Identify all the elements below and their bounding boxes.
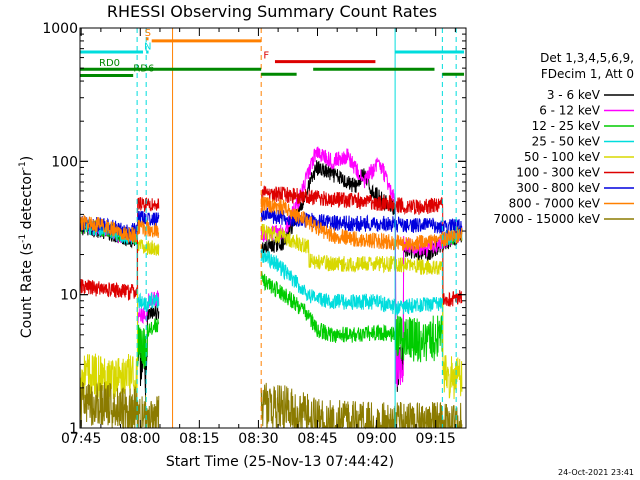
- series-3-6-kev-post: [260, 160, 463, 392]
- series-12-25-kev-post: [260, 225, 463, 363]
- axis-ticks: [80, 27, 466, 429]
- legend-label-300-800-kev: 300 - 800 keV: [516, 181, 600, 195]
- legend-label-800-7000-kev: 800 - 7000 keV: [509, 197, 601, 211]
- y-axis-label-sup2: -1: [18, 161, 28, 170]
- y-axis-label-main: Count Rate (s: [19, 243, 35, 338]
- state-label-rd6: RD6: [133, 64, 154, 75]
- series-25-50-kev-post: [260, 227, 463, 316]
- plot-series: [79, 146, 463, 430]
- y-axis-label-tail: detector: [19, 170, 35, 234]
- plot-markers: [136, 28, 457, 428]
- legend-label-12-25-kev: 12 - 25 keV: [532, 119, 601, 133]
- series-800-7000-kev-post: [260, 196, 463, 252]
- state-label-rd0: RD0: [99, 58, 120, 69]
- legend: Det 1,3,4,5,6,9, FDecim 1, Att 0 3 - 6 k…: [493, 51, 634, 226]
- plot-frame: [79, 27, 467, 429]
- y-tick-label: 10: [60, 288, 78, 304]
- series-7000-15000-kev-pre: [79, 381, 160, 430]
- x-tick-label: 08:00: [120, 431, 160, 447]
- state-label-n: N: [144, 41, 151, 52]
- legend-label-7000-15000-kev: 7000 - 15000 keV: [493, 212, 600, 226]
- legend-label-25-50-kev: 25 - 50 keV: [532, 135, 601, 149]
- chart-title: RHESSI Observing Summary Count Rates: [107, 2, 437, 21]
- legend-label-3-6-kev: 3 - 6 keV: [547, 88, 601, 102]
- svg-text:Count Rate (s-1 detector-1): Count Rate (s-1 detector-1): [18, 156, 35, 338]
- y-axis-label-group: Count Rate (s-1 detector-1): [18, 156, 35, 338]
- state-label-f: F: [263, 51, 269, 62]
- legend-label-50-100-kev: 50 - 100 keV: [524, 150, 601, 164]
- x-tick-labels: 07:45 08:00 08:15 08:30 08:45 09:00 09:15: [61, 431, 456, 447]
- legend-label-100-300-kev: 100 - 300 keV: [516, 166, 600, 180]
- legend-label-6-12-kev: 6 - 12 keV: [539, 104, 601, 118]
- series-300-800-kev-post: [260, 206, 463, 237]
- x-tick-label: 08:45: [297, 431, 337, 447]
- series-50-100-kev-post: [260, 223, 463, 400]
- y-tick-label: 100: [51, 154, 78, 170]
- generation-timestamp: 24-Oct-2021 23:41: [558, 468, 634, 477]
- series-50-100-kev-pre: [79, 239, 160, 402]
- series-800-7000-kev-pre: [79, 214, 160, 243]
- state-label-s: S: [145, 28, 151, 39]
- x-axis-label: Start Time (25-Nov-13 07:44:42): [166, 454, 394, 470]
- series-100-300-kev-pre: [79, 197, 160, 301]
- y-axis-label-sup: -1: [18, 234, 28, 243]
- x-tick-label: 09:15: [415, 431, 455, 447]
- x-tick-label: 08:15: [179, 431, 219, 447]
- y-axis-label-close: ): [19, 156, 35, 161]
- x-tick-label: 07:45: [61, 431, 101, 447]
- plot-state-bars: SN F RD0 RD6: [80, 28, 465, 78]
- legend-header-line1: Det 1,3,4,5,6,9,: [540, 51, 634, 65]
- y-tick-label: 1: [69, 421, 78, 437]
- x-tick-label: 08:30: [238, 431, 278, 447]
- series-100-300-kev-post: [260, 185, 463, 307]
- legend-header-line2: FDecim 1, Att 0: [541, 67, 634, 81]
- x-tick-label: 09:00: [356, 431, 396, 447]
- y-tick-labels: 1 10 100 1000: [42, 21, 78, 437]
- y-tick-label: 1000: [42, 21, 78, 37]
